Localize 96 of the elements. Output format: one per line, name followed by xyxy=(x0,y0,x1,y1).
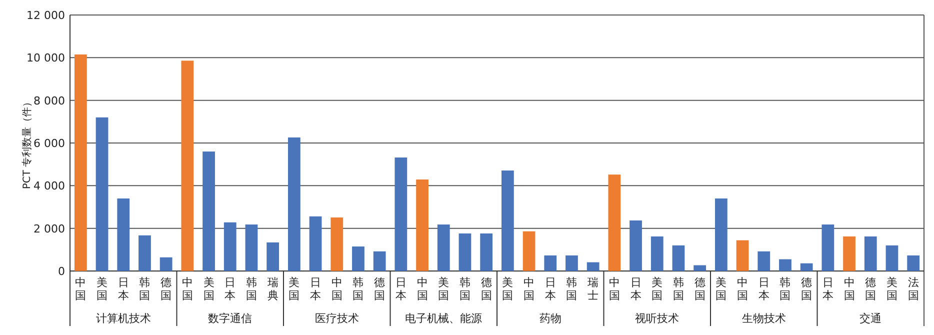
bar xyxy=(224,222,236,271)
x-tick-label: 中国 xyxy=(608,276,620,302)
bar xyxy=(96,117,108,271)
y-tick-label: 0 xyxy=(58,265,65,278)
bar xyxy=(394,158,408,271)
x-tick-label: 韩国 xyxy=(566,276,578,302)
x-tick-label: 法国 xyxy=(908,276,919,302)
x-tick-label: 德国 xyxy=(160,276,172,302)
x-tick-label: 美国 xyxy=(652,276,663,302)
x-tick-label: 中国 xyxy=(524,276,535,302)
y-axis-title: PCT 专利数量（件） xyxy=(21,96,33,190)
bar xyxy=(160,257,172,271)
x-tick-label: 瑞典 xyxy=(267,276,278,302)
x-tick-label: 中国 xyxy=(331,276,342,302)
x-tick-label: 日本 xyxy=(544,276,556,302)
x-tick-label: 瑞士 xyxy=(588,276,599,302)
x-tick-label: 美国 xyxy=(438,276,450,302)
x-tick-label: 中国 xyxy=(182,276,193,302)
x-tick-label: 德国 xyxy=(480,276,492,302)
bar xyxy=(480,233,493,271)
x-tick-label: 中国 xyxy=(416,276,428,302)
bar xyxy=(288,137,300,271)
x-tick-label: 韩国 xyxy=(139,276,150,302)
text: 数字通信 xyxy=(208,312,252,325)
x-tick-label: 德国 xyxy=(374,276,386,302)
bar xyxy=(886,245,898,271)
bar xyxy=(373,251,386,271)
bar xyxy=(736,240,749,271)
x-tick-label: 韩国 xyxy=(672,276,684,302)
x-tick-label: 韩国 xyxy=(459,276,470,302)
x-tick-label: 韩国 xyxy=(780,276,791,302)
x-tick-label: 日本 xyxy=(118,276,129,302)
y-tick-label: 8 000 xyxy=(34,94,65,108)
y-tick-label: 2 000 xyxy=(34,222,65,236)
bar xyxy=(522,231,536,271)
x-tick-label: 美国 xyxy=(96,276,108,302)
x-tick-label: 美国 xyxy=(502,276,514,302)
text: 医疗技术 xyxy=(314,312,359,325)
x-tick-label: 日本 xyxy=(395,276,406,302)
x-tick-label: 德国 xyxy=(865,276,876,302)
bar xyxy=(138,235,151,271)
bar xyxy=(245,224,258,271)
bar xyxy=(74,54,87,271)
bar xyxy=(437,224,450,271)
bar xyxy=(694,265,706,271)
bar xyxy=(416,179,428,271)
bar xyxy=(907,255,920,271)
x-tick-label: 德国 xyxy=(694,276,706,302)
bar xyxy=(672,245,685,271)
bar xyxy=(586,262,600,271)
bar xyxy=(650,236,664,271)
text: 计算机技术 xyxy=(96,312,151,325)
text: 生物技术 xyxy=(742,312,786,325)
x-tick-label: 韩国 xyxy=(246,276,257,302)
x-tick-label: 日本 xyxy=(310,276,322,302)
bar xyxy=(566,255,578,271)
x-tick-label: 美国 xyxy=(886,276,898,302)
text: 交通 xyxy=(860,312,882,325)
y-tick-label: 10 000 xyxy=(26,52,65,65)
bar xyxy=(864,236,877,271)
text: 视听技术 xyxy=(635,312,680,325)
bar xyxy=(458,233,472,271)
bar xyxy=(352,246,364,271)
x-tick-label: 中国 xyxy=(737,276,748,302)
y-tick-label: 12 000 xyxy=(26,9,65,22)
bar xyxy=(608,174,621,271)
x-tick-label: 韩国 xyxy=(352,276,364,302)
x-tick-label: 日本 xyxy=(224,276,236,302)
bar xyxy=(822,224,834,271)
bar xyxy=(266,242,280,271)
text: 药物 xyxy=(539,312,562,325)
text: 电子机械、能源 xyxy=(405,312,482,325)
bar xyxy=(714,198,728,271)
bar xyxy=(202,152,215,271)
x-tick-label: 中国 xyxy=(844,276,855,302)
x-tick-label: 中国 xyxy=(75,276,86,302)
bar xyxy=(181,60,194,271)
bar xyxy=(800,263,813,271)
bar xyxy=(309,216,322,271)
x-tick-label: 美国 xyxy=(203,276,214,302)
bar xyxy=(330,217,344,271)
bar xyxy=(501,170,514,271)
bar xyxy=(630,220,642,271)
y-tick-label: 4 000 xyxy=(34,180,65,193)
bar xyxy=(117,198,130,271)
x-tick-label: 日本 xyxy=(758,276,770,302)
bar xyxy=(779,259,792,271)
x-tick-label: 德国 xyxy=(801,276,812,302)
x-tick-label: 美国 xyxy=(716,276,727,302)
x-tick-label: 美国 xyxy=(288,276,300,302)
x-tick-label: 日本 xyxy=(822,276,834,302)
bar xyxy=(758,251,770,271)
x-tick-label: 日本 xyxy=(630,276,642,302)
bar xyxy=(843,236,856,271)
bar xyxy=(544,255,557,271)
y-tick-label: 6 000 xyxy=(34,137,65,150)
